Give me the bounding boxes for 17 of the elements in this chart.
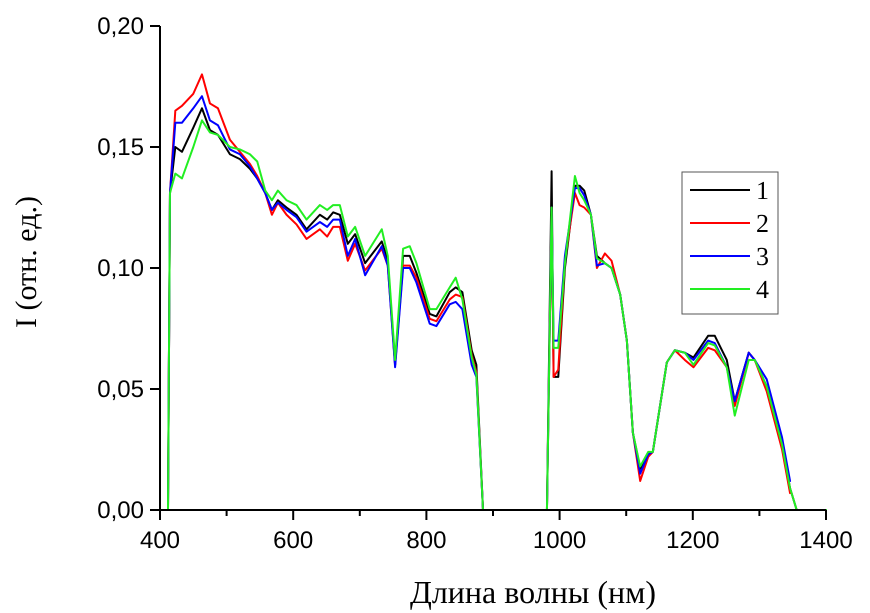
legend-label: 4 (756, 275, 769, 304)
legend-label: 1 (756, 176, 769, 205)
x-tick-label: 600 (273, 527, 314, 554)
legend-label: 3 (756, 242, 769, 271)
x-tick-label: 400 (140, 527, 180, 554)
legend-label: 2 (756, 209, 769, 238)
x-tick-label: 1000 (532, 527, 586, 554)
y-axis-title: I (отн. ед.) (10, 196, 43, 328)
x-tick-label: 1400 (799, 527, 853, 554)
y-tick-label: 0,15 (97, 134, 144, 161)
y-tick-label: 0,20 (97, 13, 144, 40)
x-tick-label: 1200 (666, 527, 720, 554)
y-tick-label: 0,05 (97, 376, 144, 403)
x-tick-label: 800 (406, 527, 446, 554)
y-tick-label: 0,10 (97, 255, 144, 282)
y-tick-label: 0,00 (97, 497, 144, 524)
x-axis-title: Длина волны (нм) (410, 574, 656, 610)
